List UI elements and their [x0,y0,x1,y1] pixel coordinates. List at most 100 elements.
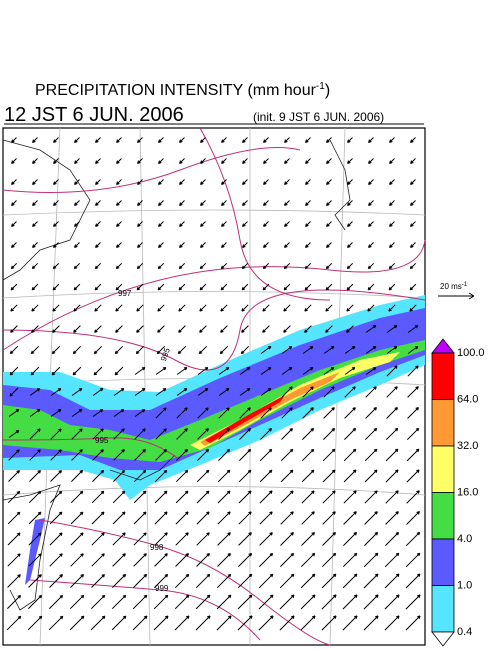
wind-arrow [364,490,378,504]
wind-arrow [410,179,416,185]
wind-arrow [175,553,189,567]
wind-arrow [239,407,251,419]
wind-arrow [323,367,335,375]
wind-arrow [323,407,335,419]
wind-arrow [258,615,274,631]
wind-arrow [218,428,230,440]
wind-arrow [200,137,206,143]
colorbar-label: 16.0 [457,486,478,498]
wind-arrow [28,532,42,546]
wind-arrow [7,553,21,567]
wind-arrow [115,283,123,291]
wind-arrow [116,137,122,143]
wind-arrow [263,179,269,185]
wind-arrow [137,200,143,206]
wind-arrow [283,325,291,333]
colorbar-label: 64.0 [457,393,478,405]
wind-arrow [174,615,190,631]
wind-arrow [321,594,337,610]
wind-arrow [388,262,396,270]
wind-arrow [242,137,248,143]
wind-arrow [112,532,126,546]
wind-arrow [281,367,293,375]
wind-arrow [154,553,168,567]
wind-arrow [409,304,417,312]
wind-arrow [407,325,419,333]
colorbar-label: 100.0 [457,347,485,359]
wind-arrow [70,574,84,588]
wind-arrow [410,242,416,248]
wind-arrow [135,345,145,355]
colorbar-label: 0.4 [457,626,472,638]
wind-arrow [238,469,252,483]
wind-arrow [9,345,19,355]
wind-arrow [134,449,146,461]
wind-arrow [259,532,273,546]
wind-arrow [242,158,248,164]
wind-arrow [364,427,378,441]
wind-arrow [29,470,41,482]
wind-arrow [262,325,270,333]
wind-arrow [31,304,39,312]
wind-arrow [8,449,20,461]
wind-arrow [368,242,374,248]
wind-arrow [179,200,185,206]
wind-arrow [115,325,123,333]
wind-arrow [74,179,80,185]
wind-arrow [284,200,290,206]
wind-arrow [321,573,337,589]
wind-arrow [8,430,20,438]
wind-arrow [301,511,315,525]
wind-arrow [302,386,314,398]
wind-arrow [386,346,398,354]
wind-arrow [95,200,101,206]
wind-arrow [8,409,20,417]
wind-arrow [344,386,356,398]
title: PRECIPITATION INTENSITY (mm hour-1) [35,81,330,99]
wind-arrow [259,552,274,567]
wind-arrow [27,615,43,631]
wind-arrow [136,262,144,270]
wind-arrow [134,388,146,396]
wind-arrow [260,428,272,440]
init-time: (init. 9 JST 6 JUN. 2006) [253,110,384,124]
wind-arrow [260,388,272,396]
wind-arrow [342,615,358,631]
wind-arrow [368,158,374,164]
wind-arrow [388,283,396,291]
wind-arrow [74,221,80,227]
wind-arrow [284,242,290,248]
title-close: ) [325,82,330,99]
wind-arrow [407,386,419,398]
wind-arrow [74,242,80,248]
wind-arrow [368,221,374,227]
wind-arrow [259,448,273,462]
wind-arrow [344,427,357,440]
wind-arrow [385,511,399,525]
wind-arrow [220,325,228,333]
wind-arrow [50,449,62,461]
colorbar-band [431,352,455,400]
wind-arrow [134,367,146,375]
wind-arrow [154,511,168,525]
wind-arrow [92,469,105,482]
wind-arrow [74,137,80,143]
wind-arrow [305,137,311,143]
wind-arrow [158,242,164,248]
wind-arrow [406,427,420,441]
wind-arrow [363,615,379,631]
wind-arrow [71,428,83,440]
wind-arrow [325,304,333,312]
wind-arrow [132,615,148,631]
wind-arrow [195,573,211,589]
wind-arrow [53,137,59,143]
wind-arrow [325,262,333,270]
wind-arrow [322,490,336,504]
wind-arrow [238,511,252,525]
wind-arrow [326,179,332,185]
wind-arrow [133,490,147,504]
wind-arrow [133,469,147,483]
wind-arrow [220,283,228,291]
wind-arrow [49,553,63,567]
wind-arrow [385,490,399,504]
